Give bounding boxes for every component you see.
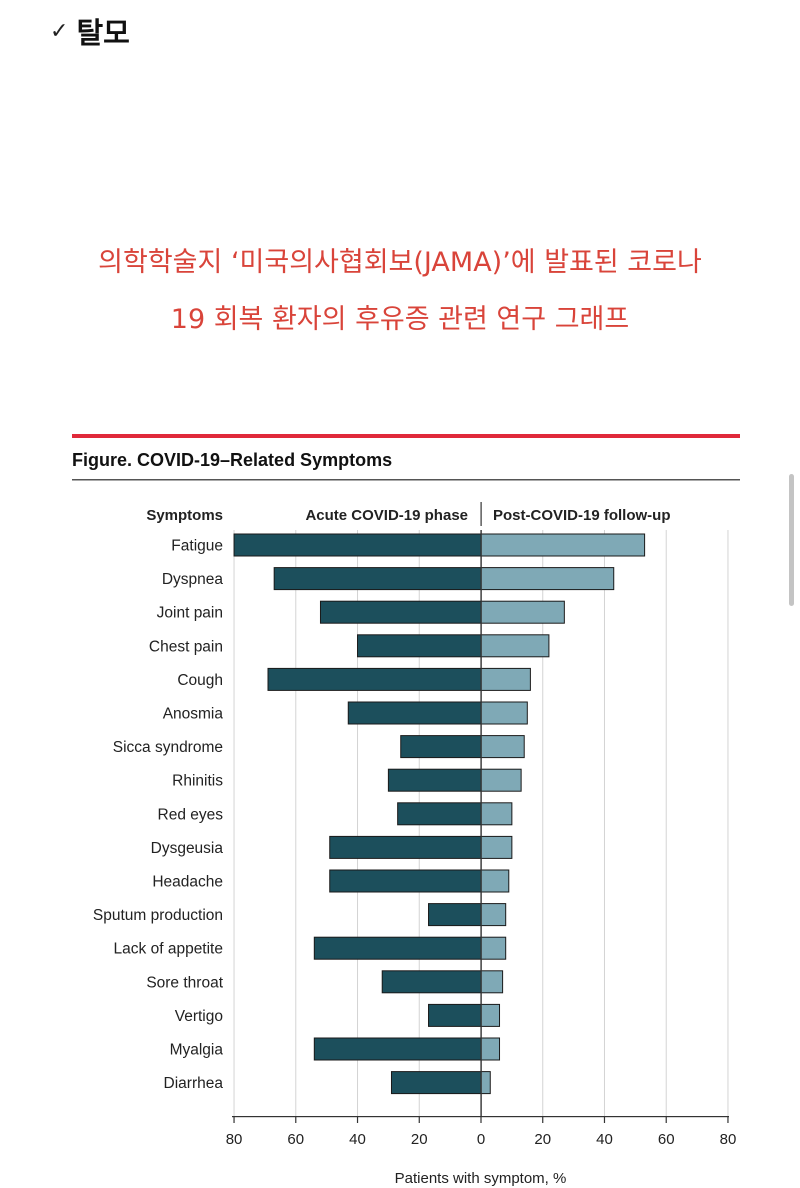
- x-axis-label: Patients with symptom, %: [395, 1170, 567, 1187]
- post-bar: [480, 869, 510, 893]
- category-label: Sicca syndrome: [113, 739, 223, 756]
- category-label: Dysgeusia: [151, 840, 224, 857]
- category-labels: Fatigue Dyspnea Joint pain Chest pain Cough A…: [93, 538, 224, 1093]
- acute-bar: [347, 701, 482, 725]
- category-label: Anosmia: [163, 706, 224, 723]
- acute-bar: [428, 1003, 482, 1027]
- symptoms-column-header: Symptoms: [146, 507, 223, 524]
- section-heading-text: 탈모: [76, 16, 130, 50]
- post-bar: [480, 802, 513, 826]
- x-tick-label: 20: [534, 1131, 551, 1148]
- zero-axis-line: [480, 530, 482, 1116]
- x-tick-label: 20: [411, 1131, 428, 1148]
- post-bar: [480, 768, 522, 792]
- acute-bar: [428, 903, 482, 927]
- scrollbar[interactable]: [789, 474, 794, 606]
- acute-phase-header: Acute COVID-19 phase: [305, 507, 468, 524]
- post-bar: [480, 903, 507, 927]
- category-label: Headache: [152, 874, 223, 891]
- category-label: Sputum production: [93, 907, 223, 924]
- category-label: Dyspnea: [162, 571, 224, 588]
- x-tick-label: 40: [349, 1131, 366, 1148]
- post-bar: [480, 835, 513, 859]
- post-bar: [480, 936, 507, 960]
- symptoms-chart: Figure. COVID-19–Related Symptoms Sympto…: [72, 434, 740, 1187]
- category-label: Vertigo: [175, 1008, 223, 1025]
- x-axis-ticks: 80 60 40 20 0 20 40 60 80: [226, 1116, 737, 1148]
- acute-bar: [313, 1037, 482, 1061]
- post-bar: [480, 1003, 501, 1027]
- post-bar: [480, 1071, 491, 1095]
- post-bar: [480, 970, 504, 994]
- x-tick-label: 80: [720, 1131, 737, 1148]
- acute-bar: [357, 634, 482, 658]
- acute-bar: [313, 936, 482, 960]
- post-bar: [480, 667, 531, 691]
- gridlines: [233, 530, 729, 1116]
- category-label: Sore throat: [146, 974, 223, 991]
- check-icon: ✓: [50, 18, 69, 44]
- x-tick-label: 60: [658, 1131, 675, 1148]
- acute-bar: [400, 735, 482, 759]
- image-caption-line-2: 19 회복 환자의 후유증 관련 연구 그래프: [170, 304, 630, 335]
- category-label: Myalgia: [170, 1042, 224, 1059]
- acute-bar: [233, 533, 482, 557]
- category-label: Rhinitis: [172, 773, 223, 790]
- acute-bar: [397, 802, 482, 826]
- chart-top-accent-line: [72, 434, 740, 438]
- acute-bar: [381, 970, 482, 994]
- x-tick-label: 80: [226, 1131, 243, 1148]
- post-bar: [480, 567, 615, 591]
- post-bar: [480, 600, 565, 624]
- category-label: Chest pain: [149, 638, 223, 655]
- post-bar: [480, 1037, 501, 1061]
- section-heading: ✓ 탈모: [50, 10, 130, 52]
- category-label: Cough: [177, 672, 223, 689]
- x-tick-label: 40: [596, 1131, 613, 1148]
- category-label: Red eyes: [158, 806, 224, 823]
- category-label: Joint pain: [157, 605, 223, 622]
- category-label: Lack of appetite: [114, 941, 223, 958]
- x-tick-label: 60: [287, 1131, 304, 1148]
- acute-bar: [267, 667, 482, 691]
- acute-bar: [273, 567, 482, 591]
- category-label: Diarrhea: [164, 1075, 224, 1092]
- post-phase-header: Post-COVID-19 follow-up: [493, 507, 671, 524]
- post-bar: [480, 701, 528, 725]
- acute-bar: [329, 869, 482, 893]
- image-caption-line-1: 의학학술지 ‘미국의사협회보(JAMA)’에 발표된 코로나: [98, 247, 702, 278]
- acute-bar: [329, 835, 482, 859]
- bars: [233, 533, 646, 1095]
- chart-title: Figure. COVID-19–Related Symptoms: [72, 450, 392, 470]
- title-divider: [72, 479, 740, 481]
- category-label: Fatigue: [171, 538, 223, 555]
- post-bar: [480, 735, 525, 759]
- acute-bar: [390, 1071, 482, 1095]
- x-tick-label: 0: [477, 1131, 485, 1148]
- acute-bar: [387, 768, 482, 792]
- post-bar: [480, 634, 550, 658]
- post-bar: [480, 533, 646, 557]
- column-header-divider: [480, 502, 482, 526]
- acute-bar: [319, 600, 482, 624]
